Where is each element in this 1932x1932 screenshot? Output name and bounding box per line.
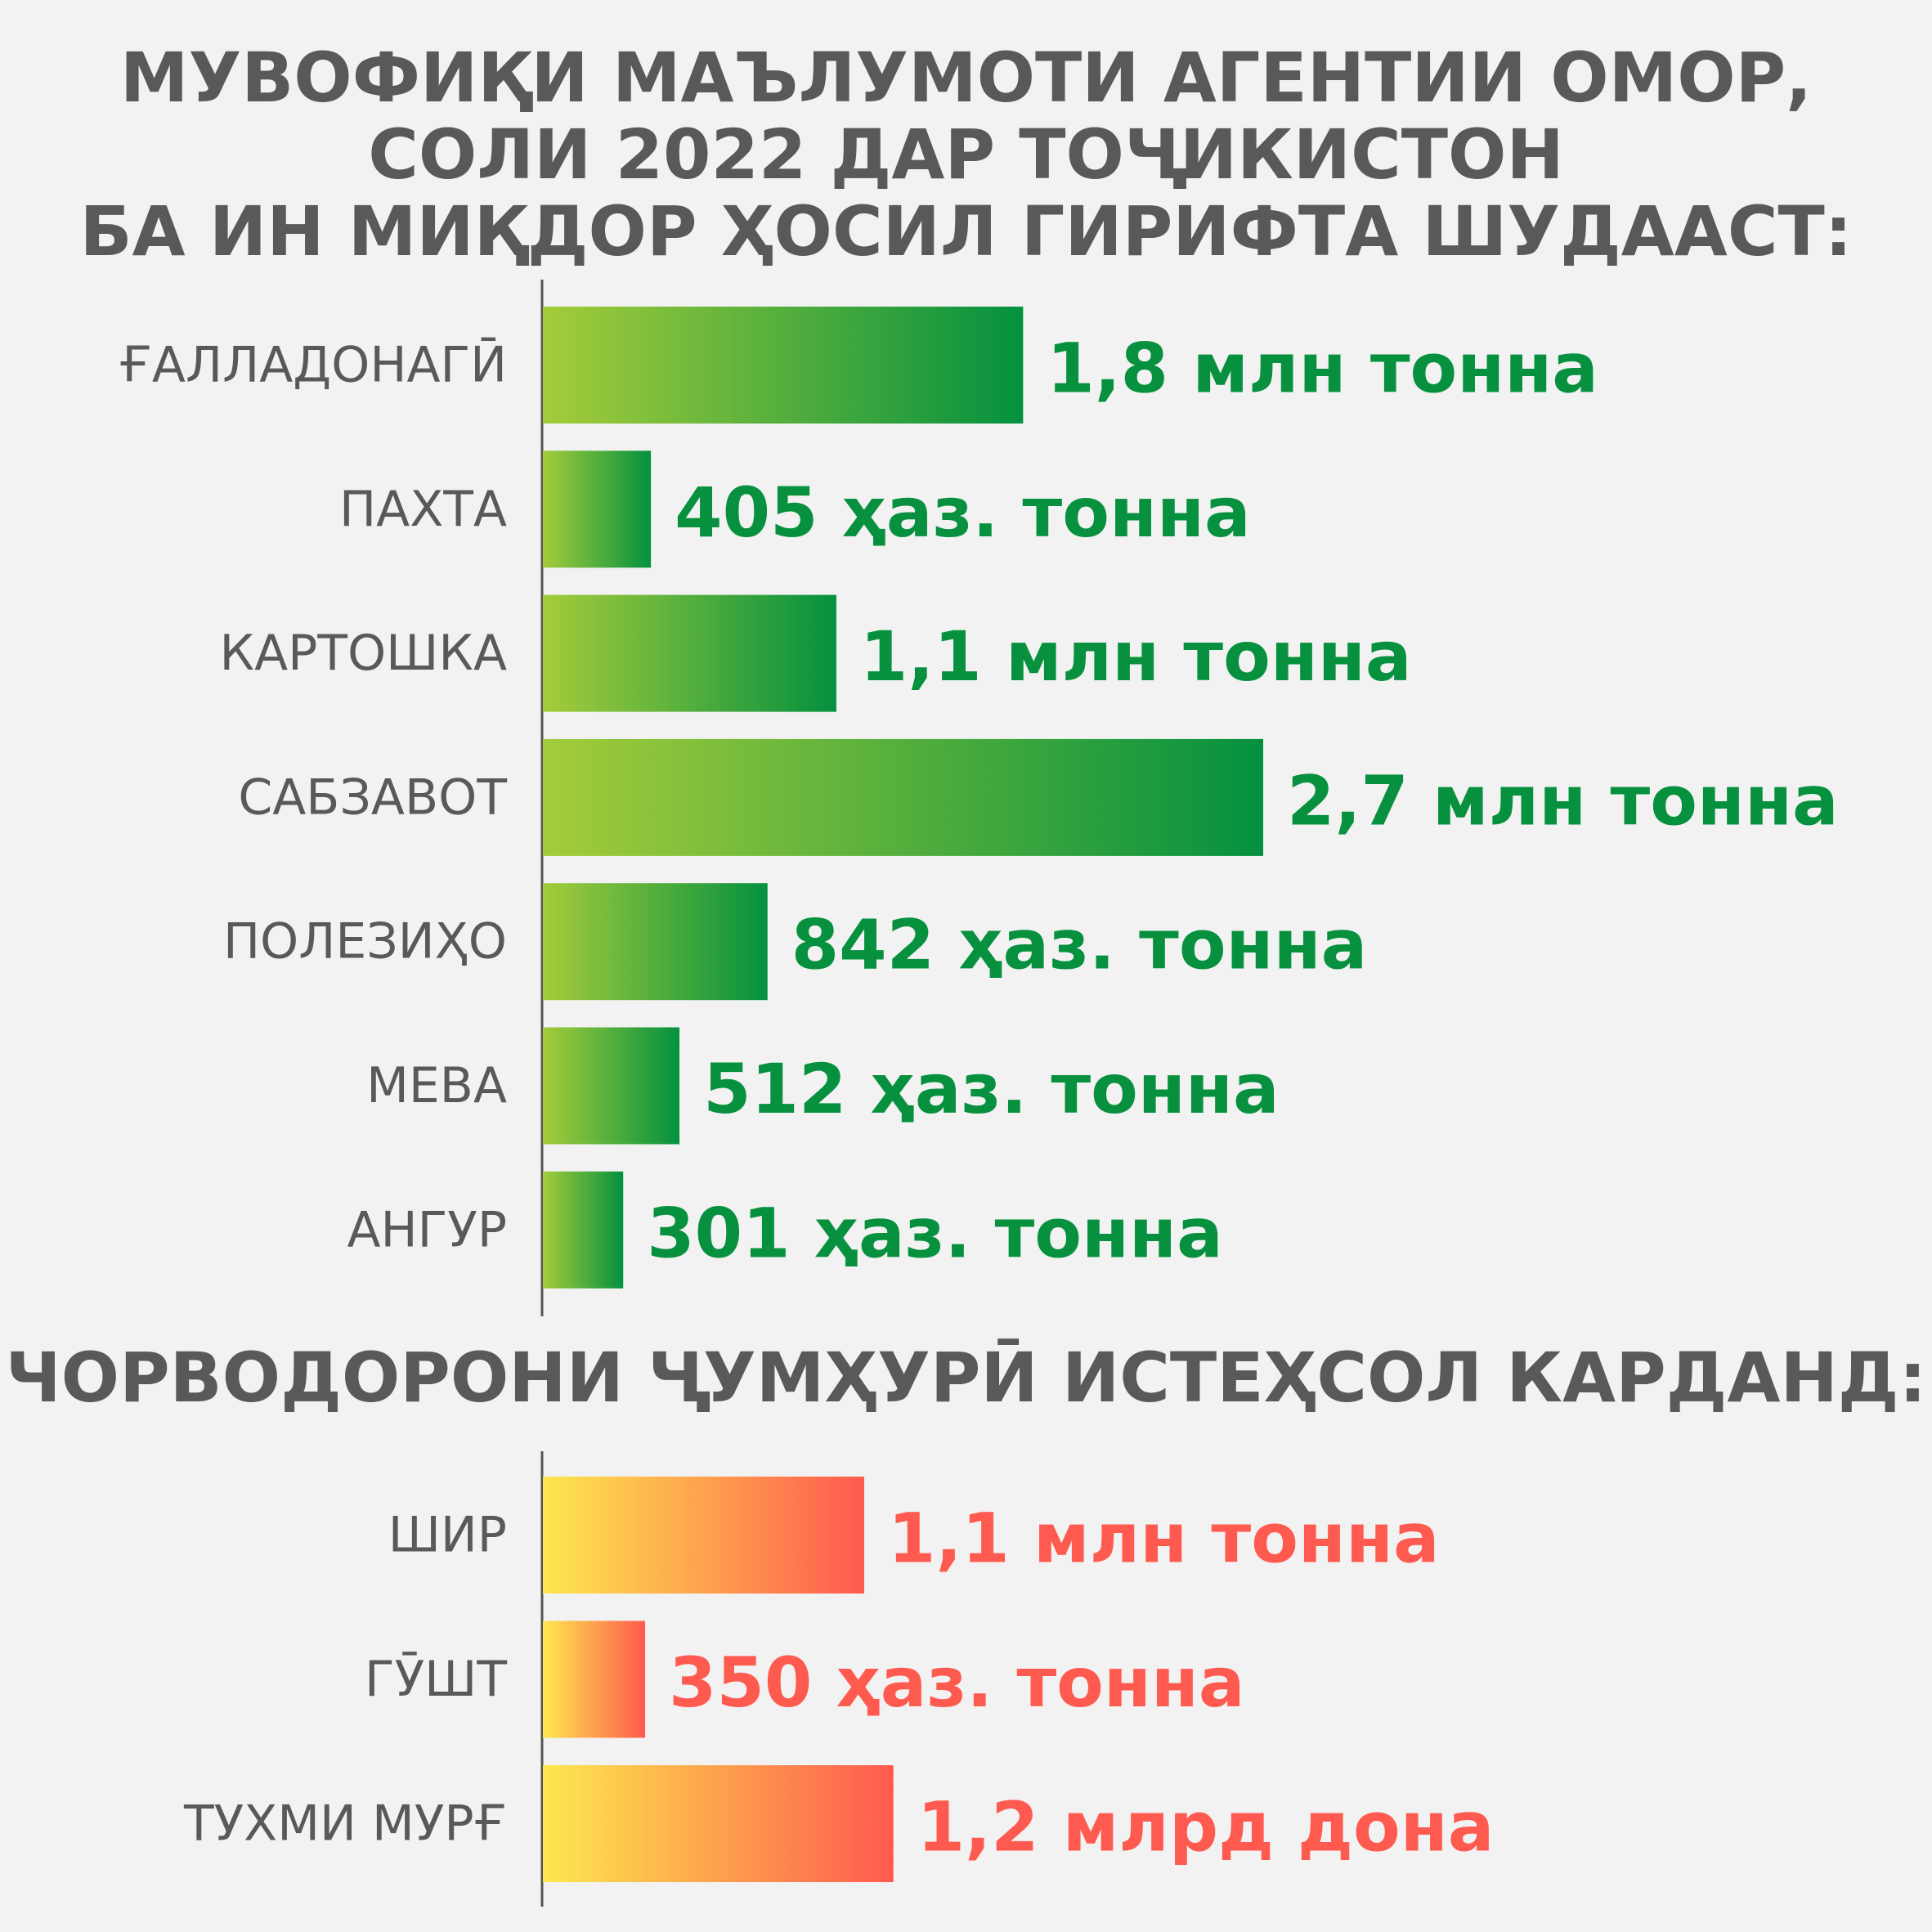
livestock-value-label: 350 ҳаз. тонна — [669, 1643, 1245, 1723]
livestock-value-label: 1,1 млн тонна — [888, 1499, 1440, 1579]
crop-category-label: ПОЛЕЗИҲО — [223, 913, 507, 970]
livestock-bar — [543, 1620, 646, 1738]
crop-value-label: 301 ҳаз. тонна — [647, 1193, 1223, 1273]
crop-value-label: 512 ҳаз. тонна — [703, 1049, 1280, 1129]
livestock-value-label: 1,2 млрд дона — [917, 1787, 1495, 1867]
crop-bar — [543, 738, 1263, 856]
crop-category-label: КАРТОШКА — [219, 625, 507, 682]
crops-chart: ҒАЛЛАДОНАГӢ 1,8 млн тонна ПАХТА 405 ҳаз. то… — [119, 280, 1839, 1316]
crop-category-label: САБЗАВОТ — [238, 769, 507, 826]
livestock-category-label: ТУХМИ МУРҒ — [183, 1795, 507, 1853]
livestock-category-label: ГӮШТ — [365, 1651, 507, 1708]
crop-category-label: АНГУР — [347, 1201, 508, 1258]
crop-category-label: МЕВА — [366, 1057, 507, 1114]
crop-value-label: 842 ҳаз. тонна — [791, 905, 1368, 985]
crop-bar — [543, 594, 836, 712]
crop-bar — [543, 883, 768, 1001]
main-title-line-2: СОЛИ 2022 ДАР ТОҶИКИСТОН — [368, 114, 1564, 195]
crop-value-label: 1,1 млн тонна — [860, 616, 1412, 697]
livestock-bar — [543, 1765, 894, 1882]
crop-bar — [543, 307, 1024, 424]
crop-bar — [543, 451, 652, 568]
main-title-line-1: МУВОФИҚИ МАЪЛУМОТИ АГЕНТИИ ОМОР, — [119, 38, 1813, 118]
livestock-chart: ШИР 1,1 млн тонна ГӮШТ 350 ҳаз. тонна ТУХМИ … — [183, 1451, 1494, 1907]
main-title-line-3: БА ИН МИҚДОР ҲОСИЛ ГИРИФТА ШУДААСТ: — [79, 191, 1853, 271]
main-title: МУВОФИҚИ МАЪЛУМОТИ АГЕНТИИ ОМОР, СОЛИ 20… — [0, 39, 1932, 270]
crop-value-label: 2,7 млн тонна — [1287, 760, 1839, 840]
livestock-bar — [543, 1477, 864, 1594]
crop-bar — [543, 1171, 624, 1289]
livestock-category-label: ШИР — [388, 1507, 507, 1564]
crop-category-label: ПАХТА — [339, 481, 507, 538]
crop-value-label: 1,8 млн тонна — [1047, 329, 1598, 409]
crop-category-label: ҒАЛЛАДОНАГӢ — [119, 337, 507, 394]
livestock-section-title: ЧОРВОДОРОНИ ҶУМҲУРӢ ИСТЕҲСОЛ КАРДАНД: — [5, 1338, 1927, 1418]
crop-value-label: 405 ҳаз. тонна — [675, 473, 1251, 553]
crop-bar — [543, 1027, 680, 1145]
